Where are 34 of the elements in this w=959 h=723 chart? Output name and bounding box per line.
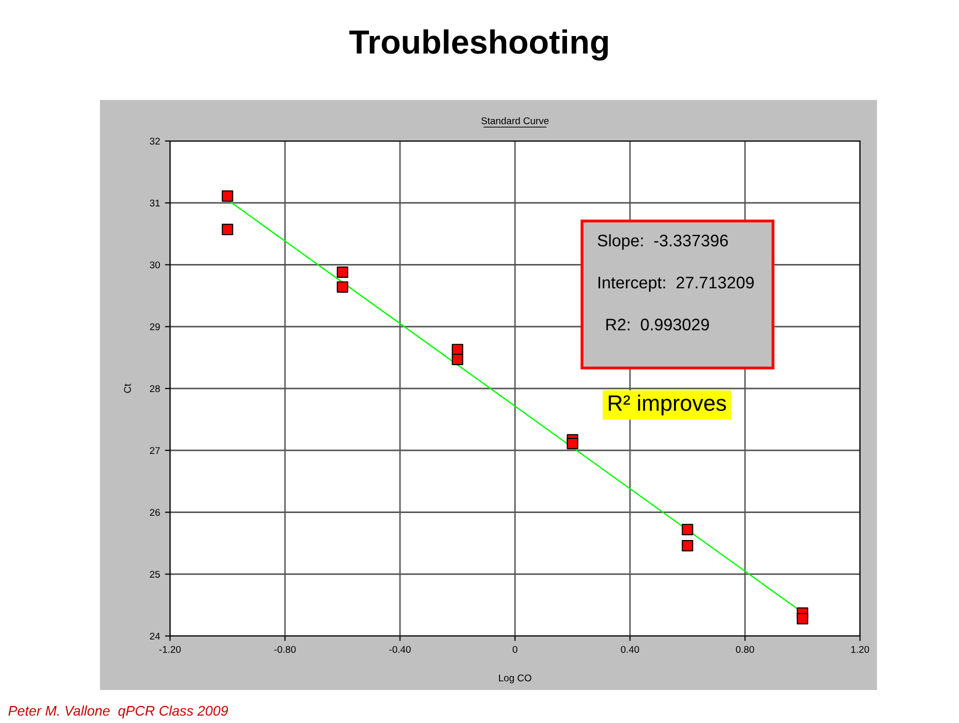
x-tick-label: -1.20 [159, 646, 181, 653]
y-tick-label: 32 [150, 138, 160, 145]
x-axis-title: Log CO [499, 674, 532, 684]
annotation: R2: 0.993029 [606, 318, 709, 330]
point [452, 354, 464, 366]
y-tick-label: 31 [150, 200, 160, 206]
x-tick-label: 0 [512, 646, 518, 653]
annotation: Intercept: 27.713209 [598, 276, 754, 292]
chart-title: Troubleshooting [349, 29, 608, 61]
y-axis-title: Ct [124, 384, 131, 393]
chart-subtitle: Standard Curve [481, 117, 549, 124]
x-tick-label: 1.20 [851, 646, 870, 653]
point [222, 224, 234, 236]
y-tick-label: 24 [150, 632, 160, 640]
x-tick-label: 0.80 [736, 646, 754, 653]
x-tick-label: -0.40 [389, 646, 411, 653]
point [566, 438, 578, 450]
annotation: R² improves [608, 394, 726, 416]
y-tick-label: 29 [150, 323, 160, 330]
y-tick-label: 27 [150, 447, 160, 454]
point [796, 612, 808, 624]
y-tick-label: 28 [150, 385, 160, 392]
point [682, 524, 694, 536]
y-tick-label: 26 [150, 508, 160, 516]
annotation: Slope: -3.337396 [598, 234, 728, 250]
x-tick-label: 0.40 [620, 646, 640, 653]
text: Peter M. Vallone qPCR Class 2009 [8, 706, 228, 718]
x-tick-label: -0.80 [274, 646, 296, 653]
point [336, 266, 348, 278]
y-tick-label: 30 [150, 261, 160, 268]
point [336, 281, 348, 293]
point [682, 540, 694, 552]
point [222, 190, 234, 202]
y-tick-label: 25 [150, 570, 160, 578]
